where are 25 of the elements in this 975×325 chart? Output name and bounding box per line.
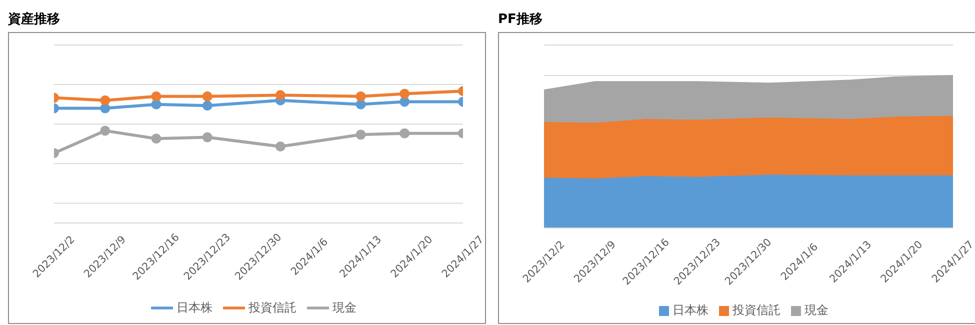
point — [151, 91, 162, 102]
point — [356, 99, 366, 110]
point — [151, 99, 162, 110]
legend-label: 投資信託 — [248, 300, 296, 314]
point — [356, 130, 366, 140]
point — [356, 91, 366, 102]
point — [400, 128, 410, 138]
legend-label: 日本株 — [672, 303, 708, 317]
point — [202, 100, 212, 111]
point — [100, 95, 110, 106]
point — [202, 91, 212, 102]
point — [400, 96, 410, 107]
point — [100, 126, 110, 136]
legend-label: 現金 — [332, 300, 356, 314]
legend-label: 日本株 — [176, 300, 212, 314]
point — [151, 134, 162, 144]
point — [202, 132, 212, 142]
chart-title: 資産推移 — [8, 10, 61, 29]
point — [100, 103, 110, 114]
point — [400, 88, 410, 99]
chart-title: PF推移 — [498, 11, 544, 29]
point — [275, 90, 286, 100]
legend-label: 投資信託 — [732, 303, 780, 317]
point — [275, 142, 286, 152]
legend-label: 現金 — [804, 303, 828, 317]
